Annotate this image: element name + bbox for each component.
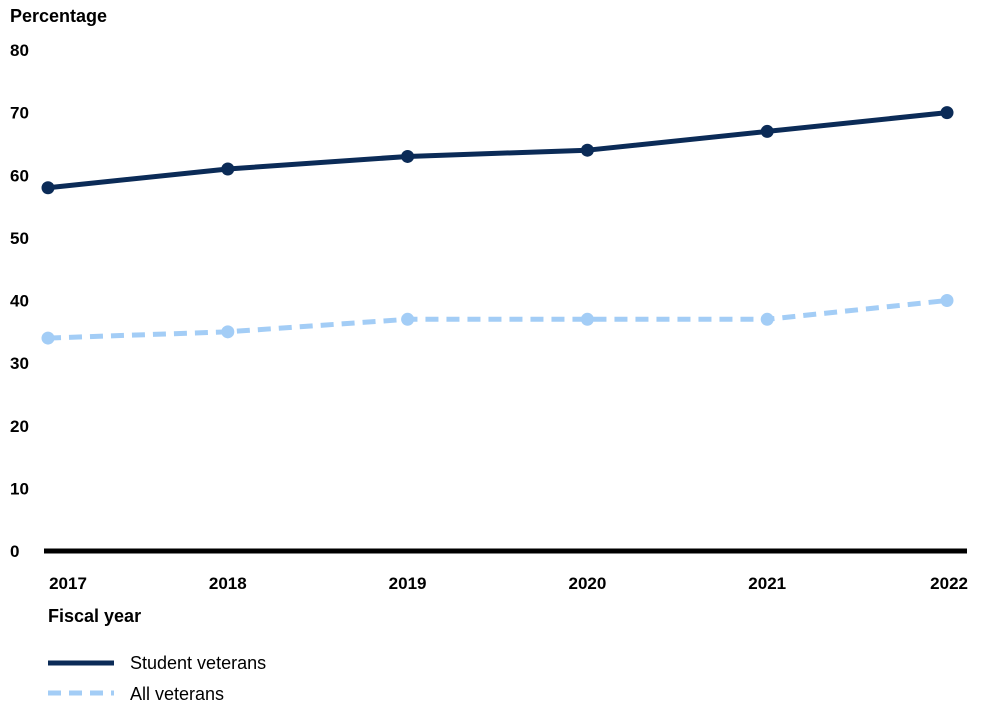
legend-item-student-veterans: Student veterans (48, 653, 266, 673)
data-point-student-veterans (41, 181, 55, 195)
series-all-veterans (41, 294, 954, 345)
x-tick-label: 2021 (748, 574, 786, 593)
data-point-all-veterans (760, 312, 774, 326)
y-tick-label: 80 (10, 41, 29, 60)
y-tick-label: 60 (10, 166, 29, 185)
legend-label-all-veterans: All veterans (130, 684, 224, 704)
x-axis-title: Fiscal year (48, 606, 141, 626)
x-axis-ticks: 2017 2018 2019 2020 2021 2022 (49, 574, 968, 593)
y-tick-label: 40 (10, 292, 29, 311)
y-tick-label: 20 (10, 417, 29, 436)
data-point-all-veterans (401, 312, 415, 326)
y-tick-label: 50 (10, 229, 29, 248)
data-point-all-veterans (41, 331, 55, 345)
y-axis-ticks: 0 10 20 30 40 50 60 70 80 (10, 41, 29, 561)
data-point-student-veterans (760, 124, 774, 138)
series-line-all-veterans (47, 298, 948, 341)
legend: Student veterans All veterans (48, 653, 266, 704)
x-tick-label: 2018 (209, 574, 247, 593)
series-student-veterans (41, 106, 954, 195)
x-tick-label: 2020 (568, 574, 606, 593)
y-axis-title: Percentage (10, 6, 107, 26)
data-point-student-veterans (401, 149, 415, 163)
data-point-all-veterans (940, 294, 954, 307)
legend-item-all-veterans: All veterans (48, 684, 224, 704)
series-line-student-veterans (47, 110, 948, 191)
x-tick-label: 2022 (930, 574, 968, 593)
data-point-all-veterans (221, 325, 235, 339)
y-tick-label: 10 (10, 479, 29, 498)
data-point-student-veterans (940, 106, 954, 120)
y-tick-label: 70 (10, 104, 29, 123)
y-tick-label: 0 (10, 542, 19, 561)
x-tick-label: 2017 (49, 574, 87, 593)
series-layer (41, 106, 954, 345)
legend-label-student-veterans: Student veterans (130, 653, 266, 673)
y-tick-label: 30 (10, 354, 29, 373)
data-point-all-veterans (580, 312, 594, 326)
data-point-student-veterans (580, 143, 594, 157)
x-tick-label: 2019 (389, 574, 427, 593)
data-point-student-veterans (221, 162, 235, 176)
